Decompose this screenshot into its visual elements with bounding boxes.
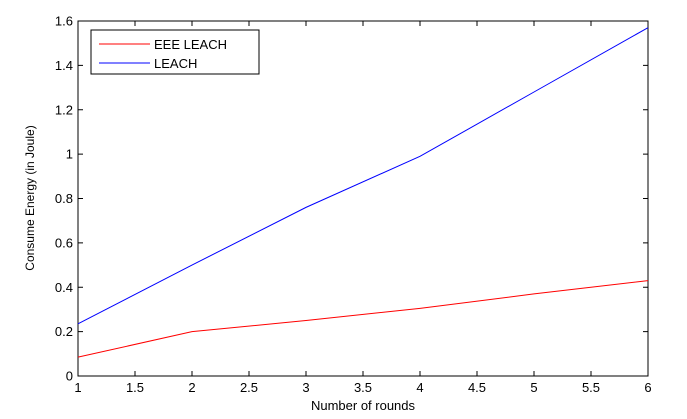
x-tick-label: 2.5 bbox=[240, 380, 258, 395]
legend: EEE LEACH LEACH bbox=[90, 29, 260, 75]
series-line-eee-leach bbox=[77, 280, 649, 358]
y-tick-label: 1 bbox=[66, 147, 73, 162]
y-tick-label: 0.6 bbox=[55, 235, 73, 250]
y-tick-label: 0.4 bbox=[55, 280, 73, 295]
x-tick-label: 4.5 bbox=[468, 380, 486, 395]
x-tick-label: 5 bbox=[530, 380, 537, 395]
plot-area bbox=[77, 20, 649, 377]
x-tick-label: 5.5 bbox=[582, 380, 600, 395]
legend-label: EEE LEACH bbox=[154, 37, 227, 52]
x-tick-label: 6 bbox=[644, 380, 651, 395]
x-tick-label: 3 bbox=[302, 380, 309, 395]
series-line-leach bbox=[77, 27, 649, 325]
x-axis-label: Number of rounds bbox=[311, 398, 416, 413]
y-tick-label: 1.2 bbox=[55, 102, 73, 117]
y-tick-label: 1.6 bbox=[55, 14, 73, 29]
legend-box bbox=[90, 29, 260, 75]
y-tick-label: 0 bbox=[66, 369, 73, 384]
y-axis-label: Consume Energy (in Joule) bbox=[23, 125, 37, 270]
series-lines bbox=[77, 27, 649, 358]
legend-label: LEACH bbox=[154, 56, 197, 71]
x-tick-label: 1.5 bbox=[126, 380, 144, 395]
y-tick-label: 0.8 bbox=[55, 191, 73, 206]
x-tick-label: 2 bbox=[188, 380, 195, 395]
y-tick-label: 0.2 bbox=[55, 324, 73, 339]
x-tick-label: 3.5 bbox=[354, 380, 372, 395]
x-tick-label: 1 bbox=[74, 380, 81, 395]
y-tick-label: 1.4 bbox=[55, 58, 73, 73]
x-tick-label: 4 bbox=[416, 380, 423, 395]
axis-ticks: 1 1.5 2 2.5 3 3.5 4 4.5 5 5.5 6 0 0.2 0.4 0.6 0.8 1 1.2 1.… bbox=[55, 14, 652, 396]
